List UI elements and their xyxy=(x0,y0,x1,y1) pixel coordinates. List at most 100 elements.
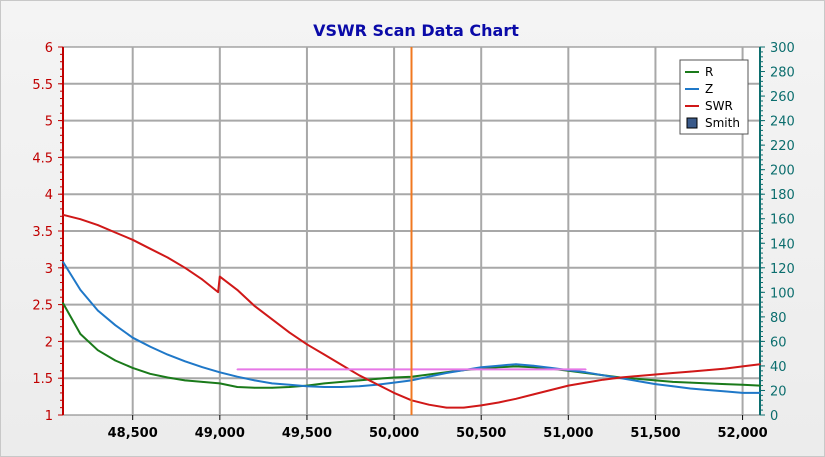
data-point-r xyxy=(79,333,82,335)
data-point-z xyxy=(131,336,134,339)
data-point-swr xyxy=(428,403,430,406)
data-point-r xyxy=(428,373,430,376)
data-point-r xyxy=(97,349,99,352)
y-right-tick-label: 120 xyxy=(770,262,795,277)
y-left-tick-label: 2 xyxy=(45,335,53,350)
data-point-swr xyxy=(184,267,186,269)
y-right-tick-label: 140 xyxy=(770,237,795,252)
data-point-r xyxy=(741,384,744,386)
data-point-r xyxy=(184,379,186,382)
data-point-swr xyxy=(689,370,692,373)
y-right-tick-label: 60 xyxy=(770,335,787,350)
data-point-r xyxy=(131,367,134,369)
data-point-swr xyxy=(741,365,744,368)
data-point-swr xyxy=(585,381,587,384)
y-right-tick-label: 240 xyxy=(770,115,795,130)
series-line-swr xyxy=(62,213,761,409)
y-right-tick-label: 80 xyxy=(770,311,787,326)
data-point-z xyxy=(219,371,221,374)
x-tick-label: 49,000 xyxy=(195,426,245,441)
data-point-r xyxy=(271,387,273,389)
data-point-z xyxy=(515,363,517,366)
data-point-z xyxy=(602,374,604,377)
data-point-swr xyxy=(341,364,343,366)
data-point-swr xyxy=(724,367,726,370)
y-left-tick-label: 5 xyxy=(45,115,53,130)
data-point-z xyxy=(184,360,186,363)
data-point-swr xyxy=(375,383,378,385)
y-right-tick-label: 20 xyxy=(770,384,787,399)
data-point-swr xyxy=(515,398,517,400)
data-point-swr xyxy=(445,406,448,409)
data-point-r xyxy=(358,379,361,382)
data-point-swr xyxy=(706,369,709,371)
chart-title: VSWR Scan Data Chart xyxy=(313,21,519,40)
data-point-swr xyxy=(166,256,169,259)
data-point-z xyxy=(288,384,291,386)
y-right-tick-label: 0 xyxy=(770,409,778,424)
data-point-swr xyxy=(654,373,657,376)
data-point-z xyxy=(97,309,99,312)
data-point-smith xyxy=(393,368,395,371)
x-tick-label: 51,000 xyxy=(543,426,593,441)
data-point-r xyxy=(288,386,291,388)
data-point-swr xyxy=(149,247,151,250)
data-point-r xyxy=(759,384,761,387)
data-point-r xyxy=(706,382,709,385)
data-point-r xyxy=(323,382,326,385)
data-point-swr xyxy=(236,289,239,291)
data-point-swr xyxy=(358,374,361,377)
data-point-swr xyxy=(480,404,483,407)
data-point-r xyxy=(166,376,169,379)
legend-label-r: R xyxy=(705,65,713,79)
data-point-z xyxy=(585,371,587,374)
data-point-z xyxy=(323,386,326,388)
data-point-z xyxy=(271,382,273,385)
data-point-smith xyxy=(480,368,483,371)
data-point-z xyxy=(550,367,552,369)
data-point-z xyxy=(532,364,535,367)
data-point-r xyxy=(497,366,500,369)
data-point-z xyxy=(79,289,82,291)
data-point-z xyxy=(341,386,343,388)
data-point-z xyxy=(201,366,204,369)
y-right-tick-label: 280 xyxy=(770,66,795,81)
data-point-swr xyxy=(201,278,204,281)
data-point-swr xyxy=(463,406,465,409)
x-tick-label: 49,500 xyxy=(282,426,332,441)
data-point-swr xyxy=(62,214,64,216)
data-point-swr xyxy=(393,392,395,394)
data-point-z xyxy=(236,375,239,378)
data-point-z xyxy=(672,385,674,388)
axes: 11.522.533.544.555.560204060801001201401… xyxy=(32,41,795,441)
y-right-tick-label: 160 xyxy=(770,213,795,228)
y-right-tick-label: 180 xyxy=(770,188,795,203)
data-point-z xyxy=(724,390,726,393)
data-point-r xyxy=(341,381,343,383)
data-point-smith xyxy=(550,368,552,371)
x-tick-label: 50,000 xyxy=(369,426,419,441)
y-right-tick-label: 220 xyxy=(770,139,795,154)
data-point-swr xyxy=(532,393,535,396)
data-point-swr xyxy=(253,305,256,307)
legend: RZ SWR Smith xyxy=(679,59,749,135)
y-left-tick-label: 6 xyxy=(45,41,53,56)
data-point-swr xyxy=(759,363,761,366)
data-point-z xyxy=(166,353,169,356)
data-point-r xyxy=(689,381,692,384)
data-point-r xyxy=(236,386,239,388)
data-point-swr xyxy=(271,318,273,321)
data-point-swr xyxy=(131,239,134,241)
data-point-r xyxy=(724,383,726,385)
data-point-z xyxy=(689,387,692,390)
data-point-r xyxy=(532,366,535,369)
data-point-swr xyxy=(79,218,82,220)
data-point-smith xyxy=(323,368,326,371)
x-tick-label: 51,500 xyxy=(630,426,680,441)
data-point-z xyxy=(393,381,395,384)
data-point-swr xyxy=(497,401,500,404)
data-point-swr xyxy=(550,389,552,391)
y-left-tick-label: 1.5 xyxy=(32,372,53,387)
data-point-z xyxy=(253,379,256,382)
